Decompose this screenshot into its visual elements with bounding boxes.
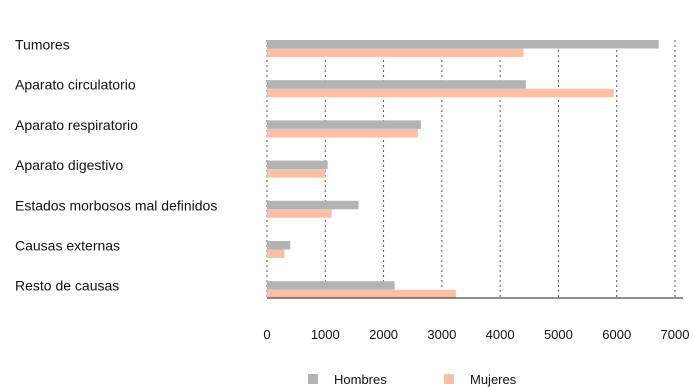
x-tick-label: 0 [263, 327, 270, 342]
category-label: Estados morbosos mal definidos [15, 197, 217, 213]
tick-labels: 0 1000 2000 3000 4000 5000 6000 7000 [263, 327, 689, 342]
category-label: Causas externas [15, 238, 120, 254]
category-labels: Tumores Aparato circulatorio Aparato respi… [15, 37, 217, 294]
bar-hombres [267, 160, 328, 170]
legend-swatch-mujeres [444, 374, 454, 384]
bar-hombres [267, 120, 421, 129]
legend: Hombres Mujeres [308, 372, 517, 387]
x-tick-label: 6000 [602, 327, 631, 342]
bar-mujeres [267, 289, 456, 299]
x-tick-label: 4000 [486, 327, 515, 342]
bar-mujeres [267, 128, 418, 138]
legend-label-hombres: Hombres [334, 372, 387, 387]
x-tick-label: 5000 [544, 327, 573, 342]
legend-swatch-hombres [308, 374, 318, 384]
x-tick-label: 2000 [369, 327, 398, 342]
grid-lines [266, 40, 676, 298]
category-label: Aparato digestivo [15, 157, 123, 173]
bar-mujeres [267, 48, 524, 57]
bars-group [267, 40, 659, 299]
x-tick-label: 7000 [661, 327, 690, 342]
bar-mujeres [267, 88, 614, 98]
category-label: Aparato respiratorio [15, 117, 138, 133]
bar-mujeres [267, 209, 332, 218]
bar-hombres [267, 200, 359, 210]
x-tick-label: 3000 [427, 327, 456, 342]
bar-mujeres [267, 249, 285, 258]
bar-hombres [267, 281, 395, 290]
category-label: Resto de causas [15, 278, 119, 294]
x-tick-label: 1000 [311, 327, 340, 342]
category-label: Tumores [15, 37, 70, 53]
bar-hombres [267, 80, 526, 89]
legend-label-mujeres: Mujeres [470, 372, 517, 387]
category-label: Aparato circulatorio [15, 77, 136, 93]
bar-hombres [267, 241, 291, 250]
bar-hombres [267, 40, 659, 49]
bar-mujeres [267, 169, 326, 178]
